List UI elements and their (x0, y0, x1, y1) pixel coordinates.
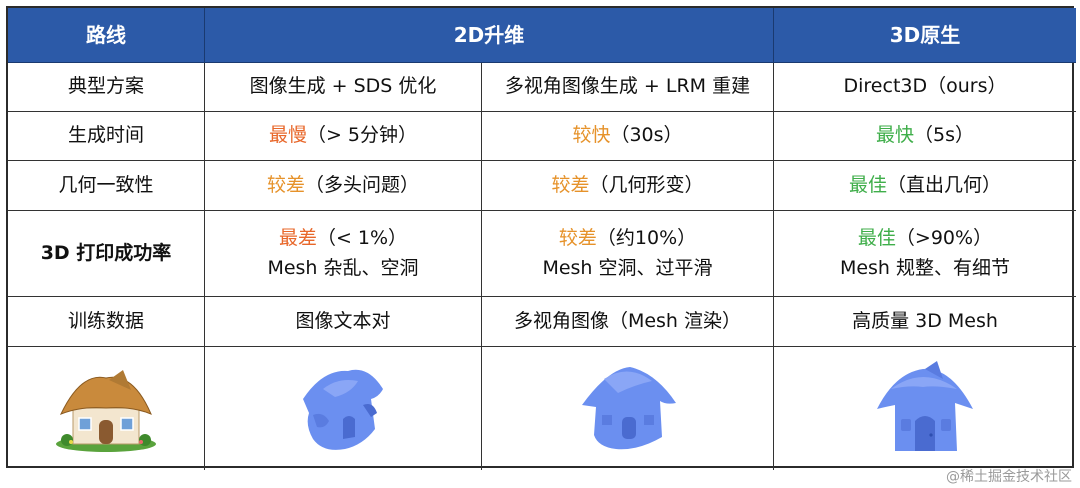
print-lrm-rating: 较差 (558, 227, 597, 250)
geometry-sds-rating: 较差 (266, 173, 305, 196)
reference-image-cell (8, 347, 205, 470)
time-lrm-rating: 较快 (572, 124, 611, 147)
row-label-print: 3D 打印成功率 (8, 211, 205, 297)
time-sds-rating: 最慢 (268, 124, 307, 147)
row-label-geometry: 几何一致性 (8, 161, 205, 211)
training-lrm-text: 多视角图像（Mesh 渲染） (513, 309, 742, 332)
house-photo (56, 369, 156, 452)
row-label-training: 训练数据 (8, 297, 205, 347)
time-direct3d: 最快（5s） (774, 112, 1076, 161)
row-label-print-text: 3D 打印成功率 (40, 241, 172, 264)
training-direct3d: 高质量 3D Mesh (774, 297, 1076, 347)
geometry-sds: 较差（多头问题） (205, 161, 482, 211)
print-direct3d: 最佳（>90%） Mesh 规整、有细节 (774, 211, 1076, 297)
scheme-direct3d: Direct3D（ours） (774, 63, 1076, 112)
geometry-lrm-detail: （几何形变） (589, 173, 704, 196)
print-lrm: 较差（约10%） Mesh 空洞、过平滑 (482, 211, 774, 297)
time-sds: 最慢（> 5分钟） (205, 112, 482, 161)
header-route-label: 路线 (86, 22, 126, 47)
print-sds-rating: 最差 (278, 227, 317, 250)
header-3d: 3D原生 (774, 8, 1076, 63)
print-sds-mesh-note: Mesh 杂乱、空洞 (267, 256, 419, 279)
header-2d-label: 2D升维 (453, 22, 525, 47)
direct3d-result-image-cell (774, 347, 1076, 470)
header-2d: 2D升维 (205, 8, 774, 63)
training-lrm: 多视角图像（Mesh 渲染） (482, 297, 774, 347)
row-label-training-text: 训练数据 (67, 309, 144, 332)
print-sds-detail: （< 1%） (316, 227, 408, 250)
scheme-lrm: 多视角图像生成 + LRM 重建 (482, 63, 774, 112)
training-direct3d-text: 高质量 3D Mesh (852, 309, 998, 332)
row-label-scheme-text: 典型方案 (67, 75, 144, 98)
header-route: 路线 (8, 8, 205, 63)
training-sds: 图像文本对 (205, 297, 482, 347)
print-direct3d-detail: （>90%） (895, 227, 993, 250)
comparison-table: 路线 2D升维 3D原生 典型方案 图像生成 + SDS 优化 多视角图像生成 … (6, 6, 1076, 470)
watermark: @稀土掘金技术社区 (946, 469, 1072, 485)
geometry-lrm-rating: 较差 (551, 173, 590, 196)
print-lrm-detail: （约10%） (596, 227, 697, 250)
geometry-lrm: 较差（几何形变） (482, 161, 774, 211)
time-sds-detail: （> 5分钟） (306, 124, 418, 147)
scheme-lrm-text: 多视角图像生成 + LRM 重建 (504, 75, 751, 98)
mesh-house-lrm (581, 366, 676, 449)
scheme-sds-text: 图像生成 + SDS 优化 (249, 75, 437, 98)
geometry-direct3d: 最佳（直出几何） (774, 161, 1076, 211)
row-label-geometry-text: 几何一致性 (58, 173, 154, 196)
print-lrm-mesh-note: Mesh 空洞、过平滑 (542, 256, 713, 279)
header-3d-label: 3D原生 (889, 22, 961, 47)
mesh-house-sds (303, 369, 383, 450)
time-lrm-detail: （30s） (610, 124, 683, 147)
print-sds: 最差（< 1%） Mesh 杂乱、空洞 (205, 211, 482, 297)
geometry-sds-detail: （多头问题） (305, 173, 420, 196)
mesh-house-direct3d (877, 360, 973, 451)
geometry-direct3d-detail: （直出几何） (887, 173, 1002, 196)
time-lrm: 较快（30s） (482, 112, 774, 161)
sds-result-image-cell (205, 347, 482, 470)
row-label-time-text: 生成时间 (67, 124, 144, 147)
time-direct3d-rating: 最快 (875, 124, 914, 147)
scheme-direct3d-text: Direct3D（ours） (843, 75, 1007, 98)
row-label-time: 生成时间 (8, 112, 205, 161)
print-direct3d-mesh-note: Mesh 规整、有细节 (839, 256, 1011, 279)
geometry-direct3d-rating: 最佳 (848, 173, 887, 196)
time-direct3d-detail: （5s） (914, 124, 974, 147)
lrm-result-image-cell (482, 347, 774, 470)
scheme-sds: 图像生成 + SDS 优化 (205, 63, 482, 112)
row-label-scheme: 典型方案 (8, 63, 205, 112)
training-sds-text: 图像文本对 (295, 309, 391, 332)
print-direct3d-rating: 最佳 (857, 227, 896, 250)
